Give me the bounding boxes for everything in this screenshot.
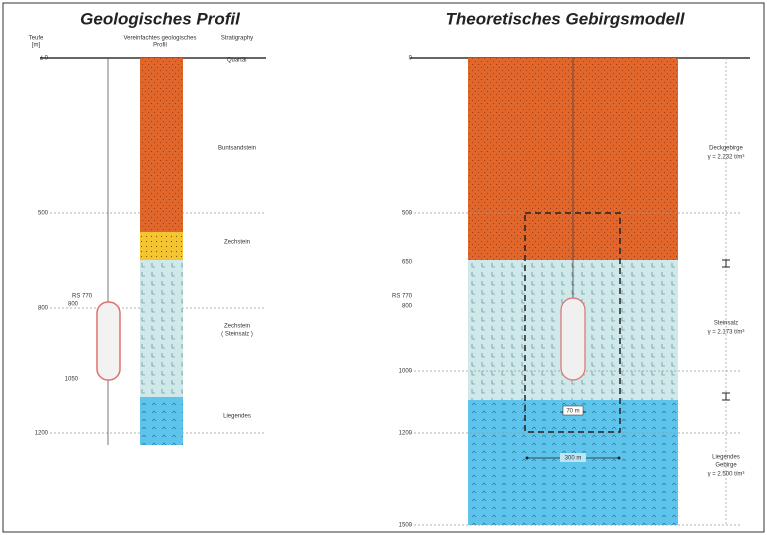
depth-label: 1000	[399, 369, 413, 375]
dimension-label: 70 m	[566, 409, 579, 415]
layer-label: Gebirge	[715, 463, 737, 469]
header: Vereinfachtes geologisches	[123, 36, 196, 42]
stratum: Buntsandstein	[218, 146, 256, 152]
layer-label: Liegendes	[712, 455, 740, 461]
cavern	[560, 297, 586, 381]
depth-label: 800	[402, 304, 413, 310]
stratum: Zechstein	[224, 324, 250, 330]
depth-label: 1200	[35, 431, 49, 437]
dimension-end	[617, 456, 621, 460]
buntsandstein	[140, 58, 183, 232]
depth-label: 1200	[399, 431, 413, 437]
left-title: Geologisches Profil	[80, 9, 241, 28]
stratum: Quartär	[227, 58, 247, 64]
cavern	[96, 301, 121, 381]
depth-label: 1500	[399, 523, 413, 529]
depth-label: 0	[409, 56, 413, 62]
layer-label: γ = 2.232 t/m³	[708, 155, 745, 161]
steinsalz	[140, 260, 183, 397]
model-box	[524, 212, 621, 433]
stratum: Zechstein	[224, 240, 250, 246]
depth-label: 800	[38, 306, 49, 312]
depth-label: RS 770	[392, 294, 413, 300]
dimension-end	[525, 456, 529, 460]
zechstein	[140, 232, 183, 260]
cavern-label: 1050	[65, 377, 79, 383]
boundary-marker	[722, 259, 730, 401]
dimension-label: 300 m	[565, 456, 582, 462]
header: Teufe	[29, 36, 44, 42]
cavern-label: RS 770	[72, 294, 93, 300]
depth-label: ± 0	[40, 56, 49, 62]
dimension-box	[562, 405, 584, 416]
cavern-label: 800	[68, 302, 79, 308]
stratum: Liegendes	[223, 414, 251, 420]
layer-label: γ = 2.173 t/m³	[708, 330, 745, 336]
layer-label: Steinsalz	[714, 321, 738, 327]
right-title: Theoretisches Gebirgsmodell	[445, 9, 685, 28]
depth-label: 500	[38, 211, 49, 217]
liegendes	[468, 400, 678, 525]
dimension-box	[560, 453, 586, 462]
header: Profil	[153, 43, 167, 49]
depth-label: 650	[402, 260, 413, 266]
layer-label: Deckgebirge	[709, 146, 743, 152]
liegendes	[140, 397, 183, 445]
depth-label: 500	[402, 211, 413, 217]
header: [m]	[32, 43, 41, 49]
header: Stratigraphy	[221, 36, 253, 42]
layer-label: γ = 2.500 t/m³	[708, 472, 745, 478]
stratum: ( Steinsalz )	[221, 332, 253, 338]
